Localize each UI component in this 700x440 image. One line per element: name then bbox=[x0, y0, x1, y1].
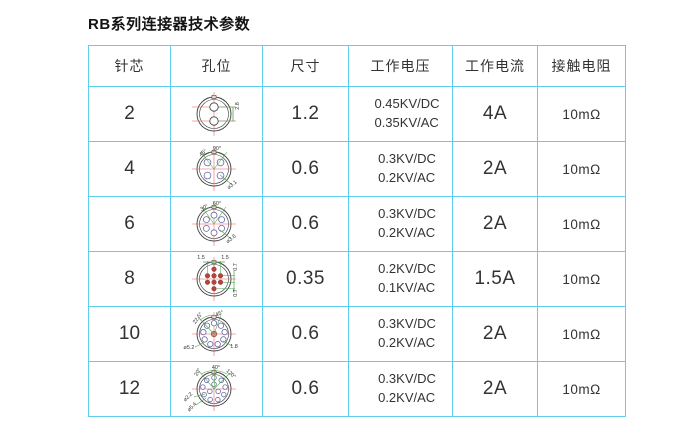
header-row: 针芯 孔位 尺寸 工作电压 工作电流 接触电阻 bbox=[88, 45, 626, 87]
voltage-lines: 0.2KV/DC 0.1KV/AC bbox=[378, 261, 436, 295]
voltage-lines: 0.3KV/DC 0.2KV/AC bbox=[378, 206, 436, 240]
svg-text:1.8: 1.8 bbox=[230, 344, 238, 350]
working-voltage-cell: 0.3KV/DC 0.2KV/AC bbox=[348, 361, 453, 417]
working-voltage-cell: 0.3KV/DC 0.2KV/AC bbox=[348, 196, 453, 252]
column-header-hole-position: 孔位 bbox=[170, 45, 263, 87]
contact-resistance-cell: 10mΩ bbox=[537, 196, 626, 252]
svg-text:20°: 20° bbox=[193, 367, 202, 377]
size-cell: 0.6 bbox=[262, 306, 349, 362]
size-cell: 0.6 bbox=[262, 196, 349, 252]
table-body: 2 2.8 1.2 0.45KV/DC 0.35KV/AC 4A 10mΩ 4 90° 45° ⌀3… bbox=[88, 86, 626, 417]
contact-resistance-cell: 10mΩ bbox=[537, 141, 626, 197]
svg-text:45°: 45° bbox=[214, 310, 224, 318]
working-current-cell: 4A bbox=[452, 86, 538, 142]
pin-count-cell: 10 bbox=[88, 306, 171, 362]
working-voltage-cell: 0.3KV/DC 0.2KV/AC bbox=[348, 306, 453, 362]
pin-count-cell: 4 bbox=[88, 141, 171, 197]
hole-position-diagram-cell: 90° 45° ⌀3.1 bbox=[170, 141, 263, 197]
pin-count-cell: 12 bbox=[88, 361, 171, 417]
hole-position-diagram-cell: 60° 30° ⌀3.6 bbox=[170, 196, 263, 252]
column-header-pin-core: 针芯 bbox=[88, 45, 171, 87]
voltage-lines: 0.3KV/DC 0.2KV/AC bbox=[378, 151, 436, 185]
column-header-working-voltage: 工作电压 bbox=[348, 45, 453, 87]
connector-face-drawing-10-pin: 22.5° 45°⌀5.2 1.8 bbox=[183, 310, 238, 356]
pin-count-cell: 6 bbox=[88, 196, 171, 252]
contact-resistance-cell: 10mΩ bbox=[537, 251, 626, 307]
spec-row-10-pin: 10 22.5° 45° ⌀5.2 1.8 0.6 0.3KV/DC 0.2KV/AC 2A 10… bbox=[88, 306, 626, 362]
svg-text:⌀2.2: ⌀2.2 bbox=[182, 391, 194, 403]
spec-row-4-pin: 4 90° 45° ⌀3.1 0.6 0.3KV/DC 0.2KV/AC 2A 10mΩ bbox=[88, 141, 626, 197]
svg-text:0.7: 0.7 bbox=[233, 263, 239, 271]
working-current-cell: 2A bbox=[452, 306, 538, 362]
size-cell: 0.6 bbox=[262, 361, 349, 417]
svg-text:2.8: 2.8 bbox=[235, 102, 241, 110]
connector-face-drawing-12-pin: 20° 40° 120° ⌀2.2⌀5.4 bbox=[182, 365, 236, 413]
connector-face-drawing-6-pin: 60°30° ⌀3.6 bbox=[191, 201, 237, 246]
svg-text:⌀3.6: ⌀3.6 bbox=[225, 234, 237, 245]
working-voltage-cell: 0.45KV/DC 0.35KV/AC bbox=[348, 86, 453, 142]
svg-text:⌀5.4: ⌀5.4 bbox=[186, 401, 198, 413]
connector-face-drawing-4-pin: 90° 45° ⌀3.1 bbox=[191, 146, 238, 191]
contact-resistance-cell: 10mΩ bbox=[537, 361, 626, 417]
svg-text:1.5: 1.5 bbox=[221, 255, 229, 261]
size-cell: 1.2 bbox=[262, 86, 349, 142]
working-current-cell: 2A bbox=[452, 141, 538, 197]
hole-position-diagram-cell: 22.5° 45° ⌀5.2 1.8 bbox=[170, 306, 263, 362]
size-cell: 0.6 bbox=[262, 141, 349, 197]
spec-row-6-pin: 6 60° 30° ⌀3.6 0.6 0.3KV/DC 0.2KV/AC 2A 10mΩ bbox=[88, 196, 626, 252]
column-header-working-current: 工作电流 bbox=[452, 45, 538, 87]
svg-text:90°: 90° bbox=[212, 146, 220, 152]
connector-face-drawing-2-pin: 2.8 bbox=[191, 92, 241, 136]
svg-text:45°: 45° bbox=[198, 148, 208, 158]
column-header-contact-resistance: 接触电阻 bbox=[537, 45, 626, 87]
spec-row-2-pin: 2 2.8 1.2 0.45KV/DC 0.35KV/AC 4A 10mΩ bbox=[88, 86, 626, 142]
hole-position-diagram-cell: 2.8 bbox=[170, 86, 263, 142]
contact-resistance-cell: 10mΩ bbox=[537, 306, 626, 362]
column-header-size: 尺寸 bbox=[262, 45, 349, 87]
svg-text:1.5: 1.5 bbox=[197, 255, 205, 261]
svg-text:60°: 60° bbox=[212, 201, 220, 207]
connector-face-drawing-8-pin: 1.5 1.5 0.7 0.7 bbox=[191, 255, 239, 301]
spec-table: 针芯 孔位 尺寸 工作电压 工作电流 接触电阻 2 2.8 1.2 0.45KV/DC 0.35K… bbox=[88, 45, 626, 417]
working-current-cell: 2A bbox=[452, 196, 538, 252]
svg-text:0.7: 0.7 bbox=[233, 289, 239, 297]
size-cell: 0.35 bbox=[262, 251, 349, 307]
working-voltage-cell: 0.2KV/DC 0.1KV/AC bbox=[348, 251, 453, 307]
voltage-lines: 0.3KV/DC 0.2KV/AC bbox=[378, 371, 436, 405]
working-current-cell: 2A bbox=[452, 361, 538, 417]
svg-text:120°: 120° bbox=[224, 368, 236, 380]
voltage-lines: 0.3KV/DC 0.2KV/AC bbox=[378, 316, 436, 350]
voltage-lines: 0.45KV/DC 0.35KV/AC bbox=[374, 96, 440, 130]
pin-count-cell: 2 bbox=[88, 86, 171, 142]
spec-row-12-pin: 12 20° 40° 120° ⌀2.2 ⌀5.4 0.6 0.3KV/DC 0.2KV/AC 2… bbox=[88, 361, 626, 417]
svg-text:30°: 30° bbox=[199, 203, 209, 212]
spec-row-8-pin: 8 1.5 1.5 0.7 0.7 0.35 0.2KV/DC 0.1KV/AC 1.5A 10m… bbox=[88, 251, 626, 307]
hole-position-diagram-cell: 20° 40° 120° ⌀2.2 ⌀5.4 bbox=[170, 361, 263, 417]
pin-count-cell: 8 bbox=[88, 251, 171, 307]
working-current-cell: 1.5A bbox=[452, 251, 538, 307]
page-title: RB系列连接器技术参数 bbox=[88, 16, 251, 33]
svg-text:⌀5.2: ⌀5.2 bbox=[183, 345, 194, 351]
contact-resistance-cell: 10mΩ bbox=[537, 86, 626, 142]
svg-text:40°: 40° bbox=[211, 365, 219, 371]
svg-text:⌀3.1: ⌀3.1 bbox=[226, 180, 238, 191]
hole-position-diagram-cell: 1.5 1.5 0.7 0.7 bbox=[170, 251, 263, 307]
working-voltage-cell: 0.3KV/DC 0.2KV/AC bbox=[348, 141, 453, 197]
